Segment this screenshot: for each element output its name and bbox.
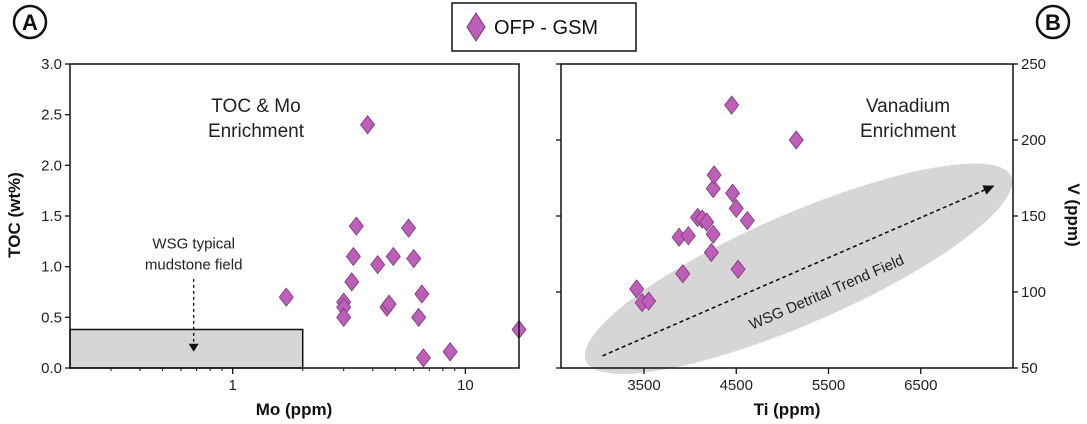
b-ytick-label-2: 150 <box>1021 208 1046 225</box>
a-ytick-label-3: 1.5 <box>41 208 62 225</box>
a-point-13 <box>406 248 422 269</box>
a-point-12 <box>401 218 417 238</box>
a-point-3 <box>336 307 352 327</box>
a-point-7 <box>360 115 376 135</box>
b-ytick-label-4: 250 <box>1021 56 1046 73</box>
a-point-15 <box>414 284 430 304</box>
panel-a-ticks: 0.0 0.5 1.0 1.5 2.0 2.5 3.0 1 10 <box>41 56 474 394</box>
a-point-10 <box>381 294 397 314</box>
b-point-4 <box>675 264 691 284</box>
panel-a-xlabel: Mo (ppm) <box>256 400 332 419</box>
a-xtick-label-0: 1 <box>228 377 236 394</box>
toc-mo-enrichment-line2: Enrichment <box>208 121 305 142</box>
panel-a-points <box>278 115 527 368</box>
a-point-6 <box>348 216 364 236</box>
a-point-14 <box>411 307 427 327</box>
b-ytick-label-1: 100 <box>1021 284 1046 301</box>
a-point-8 <box>370 254 386 275</box>
trend-arrow-head <box>982 185 995 195</box>
panel-b-badge <box>1035 4 1071 40</box>
vanadium-enrichment-line1: Vanadium <box>866 96 950 117</box>
mudstone-field-label-line1: WSG typical <box>152 235 235 252</box>
b-point-5 <box>680 226 696 246</box>
b-ytick-label-3: 200 <box>1021 132 1046 149</box>
legend: OFP - GSM <box>451 2 637 52</box>
b-point-15 <box>728 198 744 219</box>
a-ytick-label-6: 3.0 <box>41 56 62 73</box>
toc-mo-enrichment-line1: TOC & Mo <box>211 96 300 117</box>
panel-b-xlabel: Ti (ppm) <box>754 400 821 419</box>
a-ytick-label-0: 0.0 <box>41 360 62 377</box>
a-point-17 <box>442 342 458 362</box>
b-point-18 <box>788 130 804 150</box>
mudstone-arrow-head <box>188 343 199 352</box>
mudstone-field-label-line2: mudstone field <box>145 257 243 274</box>
panel-b-points <box>629 95 804 313</box>
b-ytick-label-0: 50 <box>1021 360 1038 377</box>
b-point-9 <box>703 242 719 263</box>
b-point-10 <box>705 224 721 244</box>
b-point-16 <box>730 259 746 279</box>
panel-a-letter: A <box>22 10 38 35</box>
a-point-11 <box>385 246 401 267</box>
a-ytick-label-2: 1.0 <box>41 259 62 276</box>
detrital-trend-arrow <box>602 185 995 357</box>
b-point-2 <box>641 291 657 311</box>
a-point-5 <box>345 246 361 267</box>
b-point-11 <box>705 178 721 199</box>
b-point-8 <box>699 212 715 232</box>
panel-b: B WSG Detrital Trend Field Vanadium Enri… <box>556 4 1083 419</box>
a-point-0 <box>278 287 294 307</box>
b-point-17 <box>739 210 755 231</box>
mudstone-field-arrow <box>188 278 199 352</box>
b-point-13 <box>724 95 740 115</box>
a-point-16 <box>415 348 431 368</box>
a-xtick-label-1: 10 <box>457 377 474 394</box>
a-point-4 <box>344 272 360 292</box>
panel-a-badge <box>12 4 48 40</box>
legend-marker <box>466 12 486 42</box>
b-xtick-label-1: 4500 <box>720 377 753 394</box>
a-ytick-label-5: 2.5 <box>41 107 62 124</box>
b-point-14 <box>725 183 741 203</box>
panel-b-letter: B <box>1045 10 1061 35</box>
mudstone-field <box>69 328 304 369</box>
panel-a-ylabel: TOC (wt%) <box>5 172 24 258</box>
a-ytick-label-1: 0.5 <box>41 309 62 326</box>
detrital-trend-field <box>584 163 1013 374</box>
b-xtick-label-0: 3500 <box>627 377 660 394</box>
panel-a: A WSG typical mudstone field TOC & Mo En… <box>5 4 527 419</box>
b-xtick-label-3: 6500 <box>904 377 937 394</box>
b-point-12 <box>706 165 722 185</box>
a-ytick-label-4: 2.0 <box>41 157 62 174</box>
b-xtick-label-2: 5500 <box>812 377 845 394</box>
vanadium-enrichment-line2: Enrichment <box>860 121 957 142</box>
panel-b-ylabel: V (ppm) <box>1064 183 1083 246</box>
b-point-0 <box>629 279 645 299</box>
legend-label: OFP - GSM <box>494 17 598 39</box>
panel-b-ticks: 50 100 150 200 250 3500 4500 5500 6500 <box>556 56 1046 394</box>
